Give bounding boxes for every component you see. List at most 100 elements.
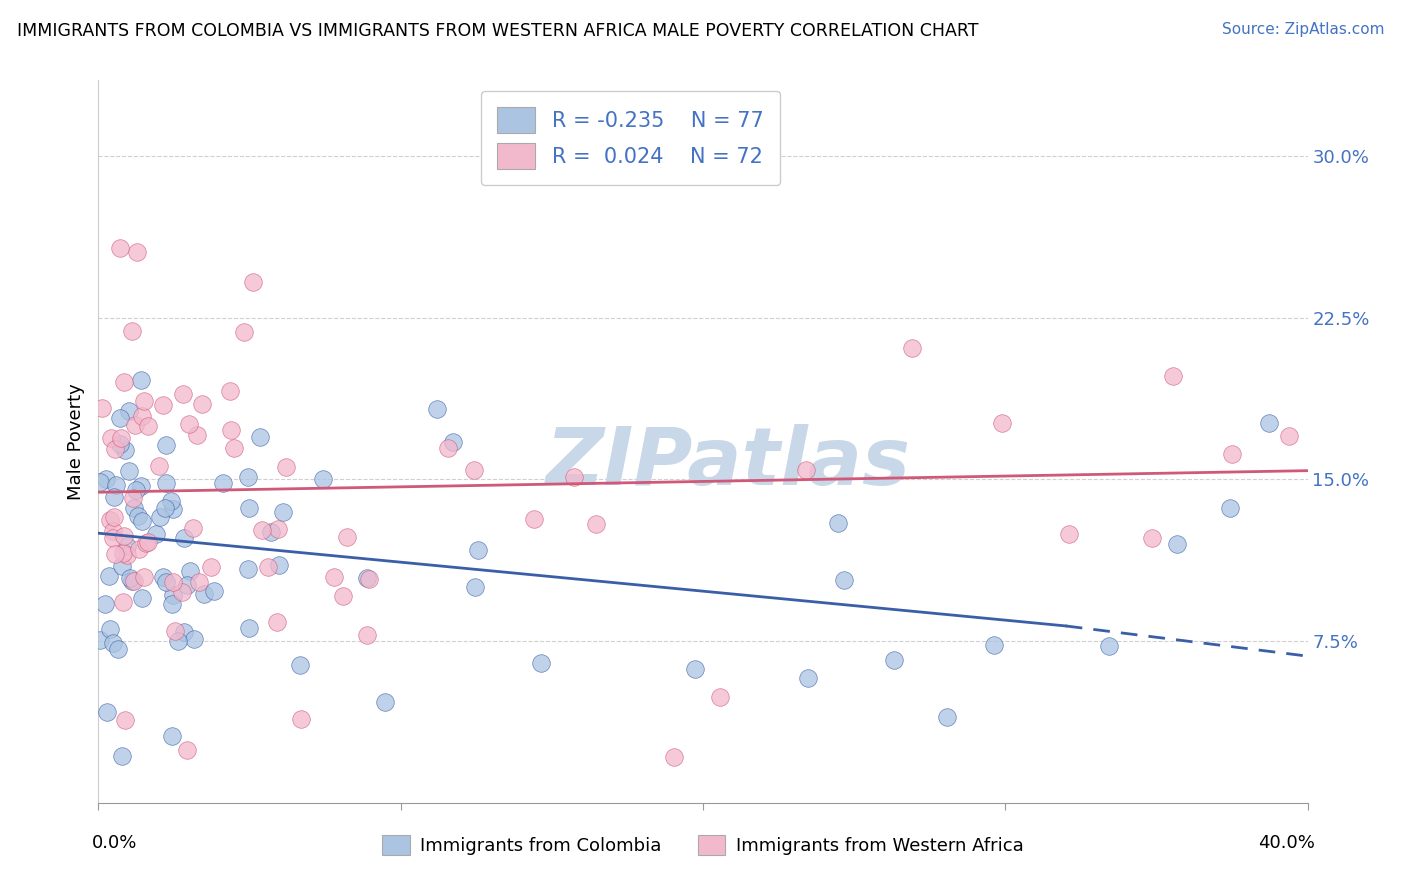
Point bbox=[190, 397, 212, 411]
Point bbox=[127, 509, 149, 524]
Point bbox=[173, 625, 195, 640]
Point bbox=[222, 442, 245, 456]
Point bbox=[374, 695, 396, 709]
Point bbox=[252, 524, 274, 538]
Point bbox=[135, 536, 157, 550]
Point bbox=[173, 532, 195, 546]
Point bbox=[1278, 429, 1301, 443]
Point bbox=[257, 560, 280, 574]
Point bbox=[188, 575, 211, 590]
Point bbox=[136, 419, 159, 434]
Point bbox=[103, 491, 125, 505]
Point bbox=[1059, 526, 1081, 541]
Point bbox=[186, 428, 208, 442]
Point bbox=[111, 559, 134, 574]
Point bbox=[163, 624, 186, 639]
Point bbox=[160, 730, 183, 744]
Point bbox=[269, 558, 291, 573]
Point bbox=[832, 574, 855, 588]
Point bbox=[562, 470, 585, 484]
Point bbox=[111, 545, 134, 559]
Legend: Immigrants from Colombia, Immigrants from Western Africa: Immigrants from Colombia, Immigrants fro… bbox=[375, 828, 1031, 863]
Point bbox=[125, 245, 148, 260]
Point bbox=[131, 591, 153, 605]
Point bbox=[827, 516, 849, 530]
Point bbox=[94, 471, 117, 485]
Point bbox=[120, 571, 142, 585]
Point bbox=[96, 705, 118, 719]
Point bbox=[162, 502, 184, 516]
Point bbox=[356, 571, 378, 585]
Point bbox=[883, 653, 905, 667]
Point bbox=[129, 478, 152, 492]
Point bbox=[112, 376, 135, 390]
Point bbox=[249, 430, 271, 444]
Point bbox=[176, 578, 198, 592]
Point bbox=[322, 569, 344, 583]
Point bbox=[114, 713, 136, 727]
Point bbox=[134, 570, 156, 584]
Point bbox=[108, 410, 131, 425]
Point bbox=[108, 241, 131, 255]
Point bbox=[118, 464, 141, 478]
Point bbox=[160, 597, 183, 611]
Point bbox=[271, 504, 294, 518]
Point bbox=[181, 521, 204, 535]
Text: Source: ZipAtlas.com: Source: ZipAtlas.com bbox=[1222, 22, 1385, 37]
Point bbox=[1140, 531, 1163, 545]
Point bbox=[172, 387, 194, 401]
Point bbox=[1161, 369, 1184, 384]
Text: IMMIGRANTS FROM COLOMBIA VS IMMIGRANTS FROM WESTERN AFRICA MALE POVERTY CORRELAT: IMMIGRANTS FROM COLOMBIA VS IMMIGRANTS F… bbox=[17, 22, 979, 40]
Point bbox=[336, 530, 359, 544]
Point bbox=[585, 516, 607, 531]
Point bbox=[162, 575, 184, 590]
Text: 40.0%: 40.0% bbox=[1258, 834, 1315, 852]
Point bbox=[530, 656, 553, 670]
Point bbox=[212, 476, 235, 491]
Point bbox=[112, 529, 135, 543]
Point bbox=[436, 442, 458, 456]
Point bbox=[122, 491, 145, 506]
Point bbox=[111, 749, 134, 764]
Point bbox=[129, 373, 152, 387]
Point bbox=[797, 671, 820, 685]
Point bbox=[121, 574, 143, 589]
Point bbox=[167, 633, 190, 648]
Point bbox=[104, 478, 127, 492]
Point bbox=[183, 632, 205, 646]
Point bbox=[104, 547, 127, 561]
Point bbox=[441, 434, 464, 449]
Point bbox=[152, 570, 174, 584]
Point bbox=[132, 393, 155, 408]
Point bbox=[94, 597, 117, 611]
Point bbox=[1166, 537, 1188, 551]
Point bbox=[104, 442, 127, 457]
Point bbox=[103, 509, 125, 524]
Point bbox=[794, 463, 817, 477]
Point bbox=[464, 580, 486, 594]
Point bbox=[219, 384, 242, 399]
Point bbox=[274, 459, 297, 474]
Point bbox=[121, 325, 143, 339]
Point bbox=[100, 431, 122, 445]
Point bbox=[115, 548, 138, 562]
Point bbox=[332, 589, 354, 603]
Point bbox=[155, 475, 177, 490]
Point bbox=[152, 399, 174, 413]
Point bbox=[238, 500, 260, 515]
Point bbox=[125, 483, 148, 498]
Point bbox=[290, 712, 312, 726]
Point bbox=[219, 424, 242, 438]
Point bbox=[467, 543, 489, 558]
Point bbox=[266, 615, 288, 629]
Point bbox=[200, 560, 222, 574]
Y-axis label: Male Poverty: Male Poverty bbox=[66, 384, 84, 500]
Point bbox=[288, 657, 311, 672]
Point bbox=[98, 622, 121, 636]
Point bbox=[1219, 501, 1241, 516]
Point bbox=[238, 621, 260, 635]
Point bbox=[153, 501, 176, 516]
Point bbox=[236, 562, 259, 576]
Text: ZIPatlas: ZIPatlas bbox=[544, 425, 910, 502]
Point bbox=[176, 743, 198, 757]
